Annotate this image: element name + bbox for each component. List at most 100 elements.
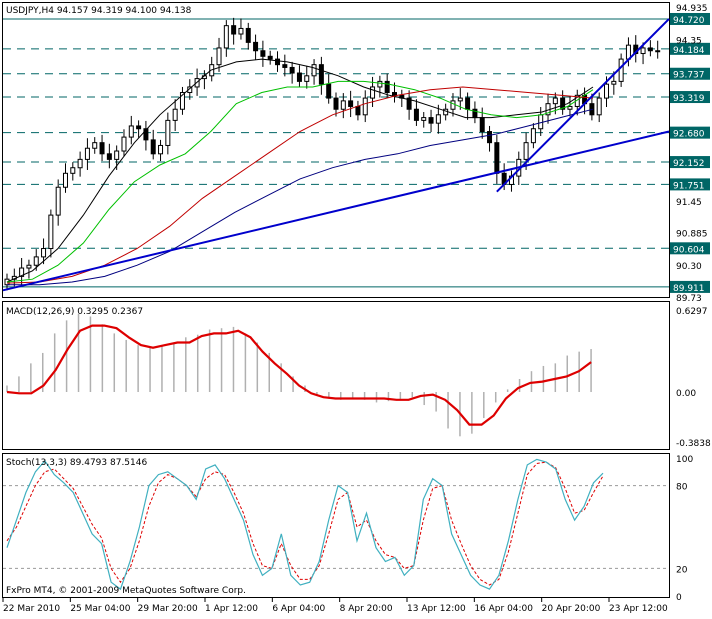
candle-body (231, 25, 237, 35)
price-level-label: 94.720 (673, 16, 705, 26)
price-panel (2, 17, 670, 292)
stoch-axis-tick-label: 0 (676, 593, 682, 603)
macd-axis-tick-label: -0.3838 (676, 439, 711, 449)
stoch-main-line (6, 458, 604, 591)
candle-body (560, 97, 566, 110)
x-axis-tick-label: 16 Apr 04:00 (474, 604, 533, 614)
candle-body (55, 186, 61, 216)
x-axis-tick-label: 1 Apr 12:00 (205, 604, 258, 614)
x-axis-tick-label: 29 Mar 20:00 (138, 604, 198, 614)
x-axis-tick-label: 20 Apr 20:00 (542, 604, 601, 614)
candle-body (128, 125, 134, 138)
candle-body (121, 136, 127, 152)
candle-body (62, 172, 68, 188)
stoch-axis-tick-label: 80 (676, 483, 688, 493)
price-level-label-box (670, 126, 710, 139)
price-level-label-box (670, 12, 710, 25)
moving-average-line (7, 108, 594, 286)
x-axis-tick-label: 25 Mar 04:00 (70, 604, 130, 614)
candle-body (158, 144, 164, 155)
price-level-label: 93.737 (673, 71, 705, 81)
candle-body (384, 80, 390, 94)
price-axis-tick-label: 89.73 (676, 294, 702, 304)
price-level-label: 92.680 (673, 130, 705, 140)
candle-body (457, 97, 463, 102)
candle-body (406, 97, 412, 110)
candle-body (530, 128, 536, 144)
price-level-label-box (670, 242, 710, 255)
macd-panel-frame (2, 301, 670, 450)
price-level-label: 94.184 (673, 46, 705, 56)
price-level-label-box (670, 178, 710, 191)
price-level-label: 91.751 (673, 181, 705, 191)
candle-body (33, 256, 39, 266)
price-axis-tick-label: 90.30 (676, 262, 702, 272)
candle-body (267, 55, 273, 60)
price-level-label: 90.604 (673, 245, 705, 255)
candle-body (150, 139, 156, 155)
candle-body (282, 64, 288, 68)
x-axis-tick-label: 8 Apr 20:00 (340, 604, 393, 614)
price-axis-tick-label: 90.885 (676, 230, 708, 240)
candle-body (567, 105, 573, 110)
candle-body (435, 114, 441, 124)
price-level-label: 92.152 (673, 159, 705, 169)
candle-body (260, 50, 266, 57)
candle-body (340, 100, 346, 110)
x-axis-tick-label: 13 Apr 12:00 (407, 604, 466, 614)
price-axis-tick-label: 94.935 (676, 4, 708, 14)
stoch-axis-tick-label: 100 (676, 455, 693, 465)
axes: 94.720 94.184 93.737 93.319 92.680 92.152 91.7… (2, 4, 711, 614)
moving-average-line (6, 58, 594, 283)
candle-body (172, 108, 178, 121)
candle-body (99, 142, 105, 155)
price-level-label-box (670, 280, 710, 293)
candle-body (465, 97, 471, 110)
support-trend-line (2, 130, 670, 292)
candle-body (450, 100, 456, 110)
candle-body (106, 153, 112, 160)
candle-body (289, 66, 295, 74)
candle-body (84, 147, 90, 160)
candle-body (494, 142, 500, 174)
candle-body (487, 131, 493, 144)
stoch-title: Stoch(13,3,3) 89.4793 87.5146 (6, 458, 147, 468)
candle-body (377, 80, 383, 88)
price-panel-frame (2, 2, 670, 298)
candle-body (538, 114, 544, 130)
candle-body (333, 97, 339, 110)
price-axis-tick-label: 91.45 (676, 198, 702, 208)
candle-body (179, 92, 185, 110)
candle-body (216, 47, 222, 66)
x-axis-tick-label: 23 Apr 12:00 (609, 604, 668, 614)
candle-body (611, 80, 617, 85)
rising-trend-line (496, 18, 670, 193)
price-level-label-box (670, 67, 710, 80)
candle-body (640, 47, 646, 55)
candle-body (165, 119, 171, 146)
stoch-signal-line (6, 461, 604, 586)
candle-body (655, 50, 661, 53)
macd-axis-tick-label: 0.6297 (676, 307, 708, 317)
candle-body (304, 75, 310, 82)
macd-title: MACD(12,26,9) 0.3295 0.2367 (6, 307, 143, 317)
candle-body (19, 267, 25, 277)
candle-body (253, 41, 259, 52)
candle-body (223, 25, 229, 49)
price-level-label-box (670, 156, 710, 169)
price-level-label-box (670, 91, 710, 104)
candle-body (326, 83, 332, 99)
candle-body (143, 128, 149, 141)
price-chart-title: USDJPY,H4 94.157 94.319 94.100 94.138 (6, 6, 192, 16)
candle-body (413, 108, 419, 121)
candle-body (26, 264, 32, 269)
candle-body (311, 64, 317, 77)
macd-signal-line (6, 324, 592, 426)
stoch-axis-tick-label: 20 (676, 565, 688, 575)
macd-panel (6, 313, 592, 437)
candle-body (136, 125, 142, 130)
candle-body (318, 64, 324, 85)
candle-body (275, 58, 281, 66)
